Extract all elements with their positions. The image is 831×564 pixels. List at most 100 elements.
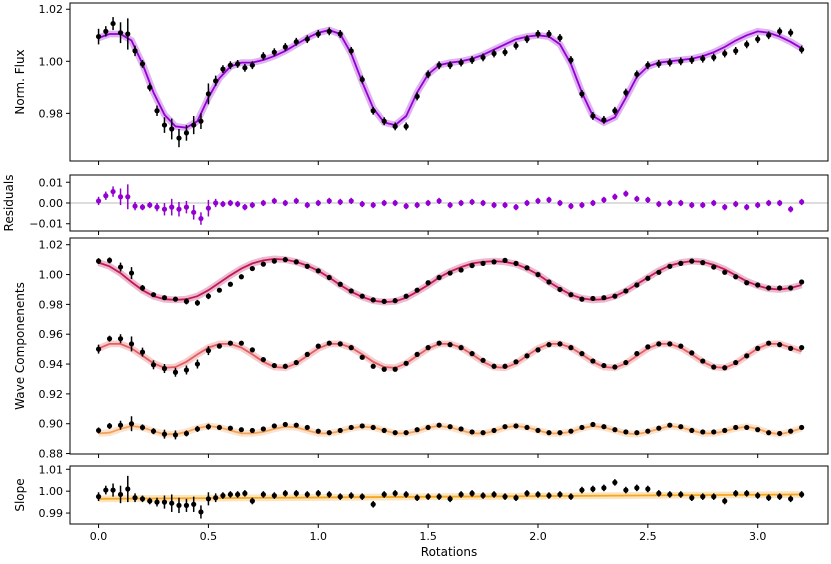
wave-data-3-point bbox=[238, 427, 244, 433]
wave-data-3-point bbox=[623, 429, 629, 435]
wave-data-3-point bbox=[733, 424, 739, 431]
residuals-point bbox=[282, 200, 288, 206]
wave-data-2-point bbox=[667, 341, 673, 347]
residuals-point bbox=[623, 191, 629, 197]
panel-slope: 1.01 1.00 0.99 Slope bbox=[13, 463, 829, 528]
plot-area-residuals bbox=[70, 184, 828, 225]
flux-point bbox=[213, 78, 219, 84]
residuals-point bbox=[147, 202, 153, 208]
wave-data-2-point bbox=[139, 349, 146, 355]
wave-data-1-point bbox=[645, 275, 651, 281]
wave-data-3-point bbox=[568, 428, 574, 434]
wave-data-2-point bbox=[425, 345, 431, 351]
flux-point bbox=[733, 48, 739, 54]
wave-data-3-point bbox=[216, 424, 223, 431]
flux-point bbox=[711, 54, 717, 61]
slope-point bbox=[403, 491, 409, 498]
wave-data-3-point bbox=[645, 428, 651, 434]
residuals-point bbox=[689, 202, 695, 208]
wave-data-3-point bbox=[799, 424, 805, 431]
wave-data-2-point bbox=[381, 366, 387, 372]
wave-data-1-point bbox=[788, 285, 794, 291]
wave-data-1-point bbox=[678, 260, 684, 266]
wave-data-3-point bbox=[117, 422, 124, 428]
residuals-point bbox=[110, 188, 116, 195]
flux-point bbox=[579, 91, 585, 97]
slope-point bbox=[557, 491, 563, 498]
wave-data-1-point bbox=[458, 267, 464, 273]
slope-point bbox=[546, 492, 552, 499]
wave-data-2-point bbox=[524, 353, 530, 359]
y-tick-label: 0.01 bbox=[39, 176, 64, 189]
residuals-point bbox=[271, 198, 277, 204]
slope-point bbox=[381, 491, 387, 498]
flux-point bbox=[191, 122, 197, 128]
wave-data-2-point bbox=[359, 354, 365, 360]
wave-data-1-point bbox=[656, 269, 662, 275]
residuals-point bbox=[198, 215, 204, 222]
slope-point bbox=[235, 491, 241, 498]
slope-point bbox=[579, 487, 585, 493]
wave-data-3-point bbox=[744, 424, 750, 431]
wave-data-3-point bbox=[194, 426, 201, 432]
wave-data-1-point bbox=[524, 265, 530, 271]
wave-data-1-point bbox=[348, 288, 354, 294]
y-tick-label: 0.98 bbox=[39, 298, 64, 311]
wave-data-3-point bbox=[678, 424, 684, 430]
slope-point bbox=[315, 490, 321, 496]
wave-data-1-point bbox=[733, 274, 739, 280]
wave-data-1-point bbox=[436, 274, 442, 281]
residuals-point bbox=[535, 198, 541, 204]
slope-point bbox=[777, 494, 783, 500]
residuals-point bbox=[315, 200, 321, 206]
wave-data-1-point bbox=[535, 271, 541, 278]
y-tick-label: 1.00 bbox=[39, 269, 64, 282]
slope-point bbox=[414, 495, 420, 501]
flux-point bbox=[777, 28, 783, 34]
wave-data-2-point bbox=[711, 364, 717, 370]
wave-data-2-point bbox=[293, 359, 299, 366]
wave-data-3-point bbox=[326, 430, 332, 436]
residuals-point bbox=[700, 202, 706, 208]
residuals-point bbox=[601, 197, 607, 203]
flux-point bbox=[788, 30, 794, 36]
wave-data-1-point bbox=[568, 292, 574, 298]
wave-data-2-point bbox=[238, 340, 244, 346]
wave-data-2-point bbox=[722, 365, 728, 371]
slope-point bbox=[125, 486, 131, 492]
residuals-point bbox=[220, 201, 226, 207]
residuals-point bbox=[235, 201, 241, 207]
wave-data-1-point bbox=[183, 298, 190, 304]
axes-frame-wave-components bbox=[69, 237, 829, 455]
residuals-point bbox=[799, 199, 805, 205]
flux-point bbox=[95, 33, 102, 40]
residuals-point bbox=[491, 202, 497, 208]
residuals-point bbox=[513, 204, 519, 210]
wave-data-2-point bbox=[304, 351, 310, 357]
residuals-point bbox=[359, 201, 365, 207]
residuals-point bbox=[557, 200, 563, 206]
flux-point bbox=[414, 93, 420, 100]
flux-point bbox=[161, 122, 168, 128]
slope-point bbox=[139, 496, 146, 502]
wave-data-1-point bbox=[744, 280, 750, 286]
wave-data-1-point bbox=[634, 282, 640, 288]
slope-point bbox=[612, 479, 618, 486]
residuals-point bbox=[711, 200, 717, 206]
wave-data-3-point bbox=[271, 423, 277, 429]
wave-data-1-point bbox=[392, 298, 398, 304]
flux-point bbox=[198, 118, 204, 124]
wave-data-2-point bbox=[766, 340, 772, 346]
wave-data-1-point bbox=[689, 258, 695, 264]
flux-point bbox=[634, 71, 640, 77]
wave-data-2-point bbox=[315, 343, 321, 349]
slope-point bbox=[755, 492, 761, 499]
flux-point bbox=[348, 48, 354, 54]
residuals-point bbox=[132, 203, 138, 209]
wave-data-3-point bbox=[502, 424, 508, 430]
wave-data-1-point bbox=[238, 274, 244, 280]
y-axis-label-residuals: Residuals bbox=[2, 175, 16, 232]
flux-point bbox=[645, 62, 651, 68]
wave-data-3-point bbox=[414, 427, 420, 433]
